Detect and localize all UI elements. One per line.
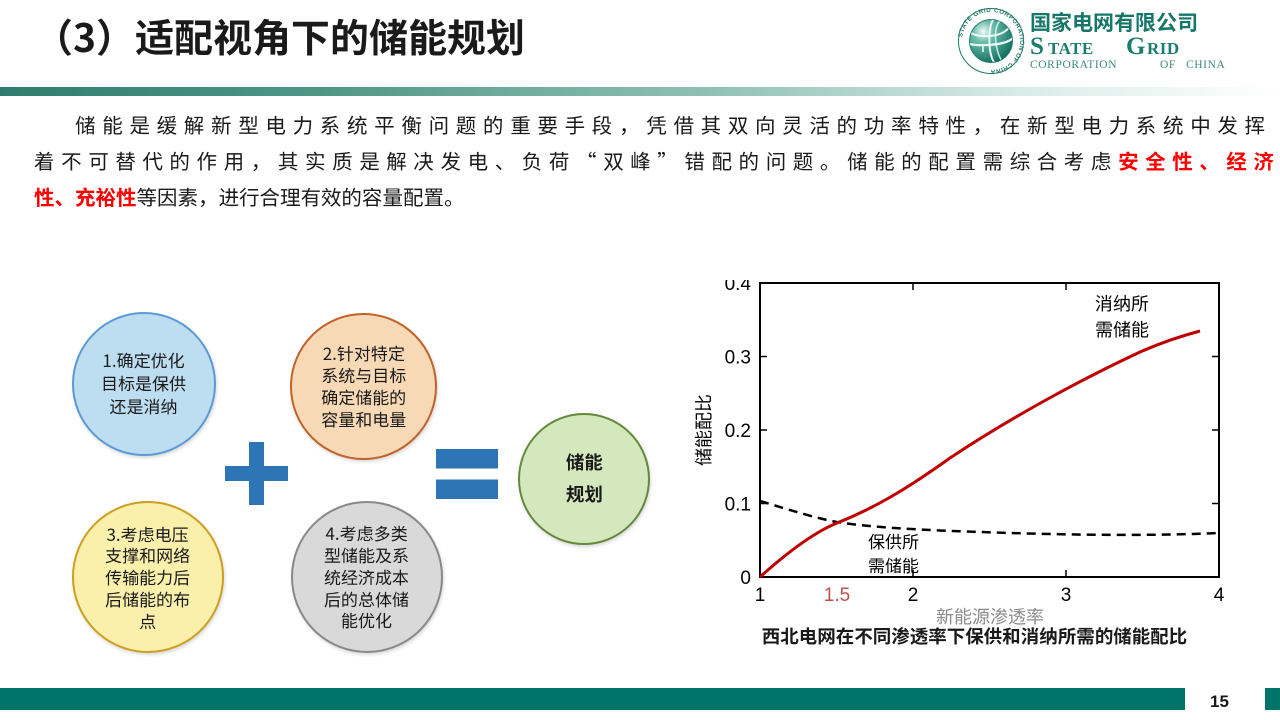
svg-text:0.2: 0.2: [725, 421, 751, 442]
svg-text:0.1: 0.1: [725, 495, 751, 516]
svg-text:需储能: 需储能: [1095, 316, 1149, 342]
svg-text:RID: RID: [1147, 39, 1180, 58]
svg-text:需储能: 需储能: [868, 552, 919, 577]
svg-text:1: 1: [755, 585, 766, 606]
svg-text:S: S: [1030, 33, 1044, 60]
svg-text:3: 3: [1061, 585, 1072, 606]
svg-text:0: 0: [740, 568, 751, 589]
svg-text:2: 2: [908, 585, 919, 606]
svg-text:保供所: 保供所: [868, 528, 919, 553]
svg-text:国家电网有限公司: 国家电网有限公司: [1030, 8, 1198, 37]
svg-text:储能配比: 储能配比: [690, 394, 716, 466]
svg-text:4: 4: [1214, 585, 1225, 606]
svg-text:OF: OF: [1160, 59, 1176, 71]
svg-text:CORPORATION: CORPORATION: [1030, 59, 1117, 71]
svg-text:0.4: 0.4: [725, 280, 752, 295]
svg-text:0.3: 0.3: [725, 348, 751, 369]
svg-text:1.5: 1.5: [824, 585, 850, 606]
svg-text:G: G: [1126, 33, 1146, 60]
svg-text:消纳所: 消纳所: [1095, 290, 1149, 316]
svg-text:TATE: TATE: [1048, 39, 1094, 58]
svg-text:CHINA: CHINA: [1186, 59, 1226, 71]
